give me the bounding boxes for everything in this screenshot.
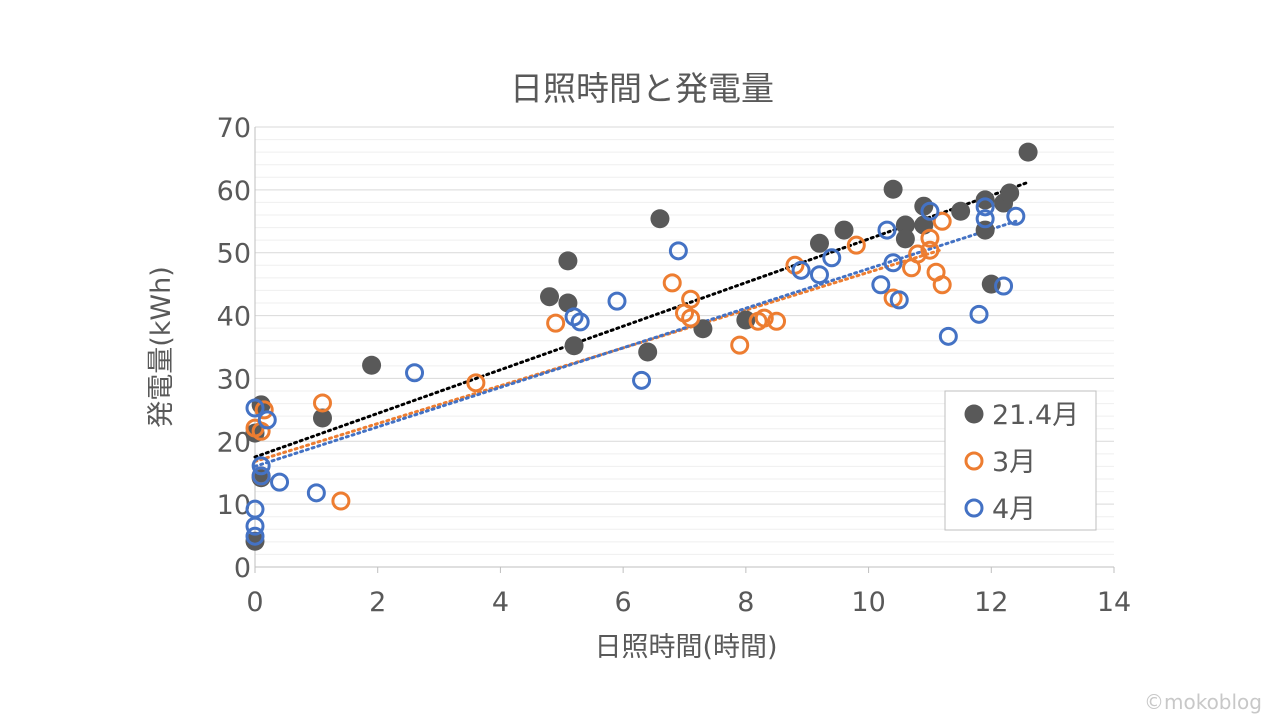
data-point bbox=[938, 326, 958, 346]
x-tick-label: 10 bbox=[851, 587, 885, 618]
data-point bbox=[257, 410, 277, 430]
data-point bbox=[883, 179, 903, 199]
data-point bbox=[245, 531, 265, 551]
data-point bbox=[822, 248, 842, 268]
data-point bbox=[312, 408, 332, 428]
data-point bbox=[908, 244, 928, 264]
y-axis-label: 発電量(kWh) bbox=[146, 266, 177, 428]
data-point bbox=[809, 265, 829, 285]
x-tick-label: 4 bbox=[492, 587, 509, 618]
x-tick-label: 8 bbox=[737, 587, 754, 618]
data-point bbox=[540, 287, 560, 307]
data-point bbox=[564, 336, 584, 356]
data-point bbox=[312, 393, 332, 413]
data-point bbox=[834, 220, 854, 240]
data-point bbox=[932, 211, 952, 231]
data-point bbox=[754, 308, 774, 328]
y-tick-label: 40 bbox=[217, 302, 251, 333]
data-point bbox=[895, 229, 915, 249]
data-point bbox=[994, 276, 1014, 296]
x-tick-label: 14 bbox=[1097, 587, 1131, 618]
series-21.4月 bbox=[245, 142, 1038, 551]
y-tick-label: 70 bbox=[217, 113, 251, 144]
x-tick-label: 6 bbox=[615, 587, 632, 618]
data-point bbox=[632, 370, 652, 390]
legend-label: 3月 bbox=[992, 447, 1036, 478]
data-point bbox=[681, 289, 701, 309]
trendline bbox=[253, 219, 1018, 468]
data-point bbox=[877, 220, 897, 240]
data-point bbox=[920, 228, 940, 248]
x-axis-label: 日照時間(時間) bbox=[594, 632, 777, 663]
data-point bbox=[662, 273, 682, 293]
data-point bbox=[1000, 183, 1020, 203]
legend-marker bbox=[964, 404, 984, 424]
y-tick-label: 30 bbox=[217, 364, 251, 395]
data-point bbox=[809, 233, 829, 253]
data-point bbox=[975, 209, 995, 229]
legend-marker bbox=[964, 451, 984, 471]
credit-watermark: ©mokoblog bbox=[1143, 690, 1262, 714]
data-point bbox=[650, 209, 670, 229]
data-point bbox=[668, 241, 688, 261]
series-4月 bbox=[245, 197, 1026, 546]
data-point bbox=[466, 373, 486, 393]
legend: 21.4月 3月 4月 bbox=[944, 390, 1097, 531]
data-point bbox=[883, 253, 903, 273]
x-tick-label: 12 bbox=[974, 587, 1008, 618]
data-point bbox=[362, 355, 382, 375]
data-point bbox=[638, 342, 658, 362]
data-point bbox=[546, 313, 566, 333]
data-point bbox=[693, 319, 713, 339]
data-point bbox=[405, 363, 425, 383]
data-point bbox=[607, 291, 627, 311]
data-point bbox=[767, 311, 787, 331]
data-point bbox=[791, 260, 811, 280]
data-point bbox=[254, 400, 274, 420]
data-point bbox=[871, 275, 891, 295]
data-point bbox=[975, 197, 995, 217]
data-point bbox=[251, 456, 271, 476]
legend-label: 4月 bbox=[992, 494, 1036, 525]
x-tick-label: 2 bbox=[369, 587, 386, 618]
y-tick-label: 10 bbox=[217, 490, 251, 521]
data-point bbox=[245, 526, 265, 546]
legend-label: 21.4月 bbox=[992, 400, 1079, 431]
data-point bbox=[920, 201, 940, 221]
x-tick-label: 0 bbox=[246, 587, 263, 618]
data-point bbox=[1018, 142, 1038, 162]
data-point bbox=[331, 491, 351, 511]
data-point bbox=[969, 304, 989, 324]
data-point bbox=[251, 466, 271, 486]
data-point bbox=[951, 201, 971, 221]
y-tick-label: 50 bbox=[217, 239, 251, 270]
data-point bbox=[558, 251, 578, 271]
y-tick-label: 0 bbox=[234, 553, 251, 584]
data-point bbox=[681, 308, 701, 328]
data-point bbox=[245, 398, 265, 418]
data-point bbox=[270, 472, 290, 492]
data-point bbox=[932, 275, 952, 295]
legend-marker bbox=[964, 498, 984, 518]
y-tick-label: 60 bbox=[217, 176, 251, 207]
data-point bbox=[846, 235, 866, 255]
series-3月 bbox=[245, 211, 952, 511]
data-point bbox=[889, 290, 909, 310]
data-point bbox=[306, 483, 326, 503]
data-point bbox=[895, 215, 915, 235]
data-point bbox=[245, 516, 265, 536]
data-point bbox=[920, 240, 940, 260]
data-point bbox=[730, 335, 750, 355]
data-point bbox=[1006, 206, 1026, 226]
data-point bbox=[570, 312, 590, 332]
y-tick-label: 20 bbox=[217, 427, 251, 458]
chart-title: 日照時間と発電量 bbox=[510, 69, 774, 108]
